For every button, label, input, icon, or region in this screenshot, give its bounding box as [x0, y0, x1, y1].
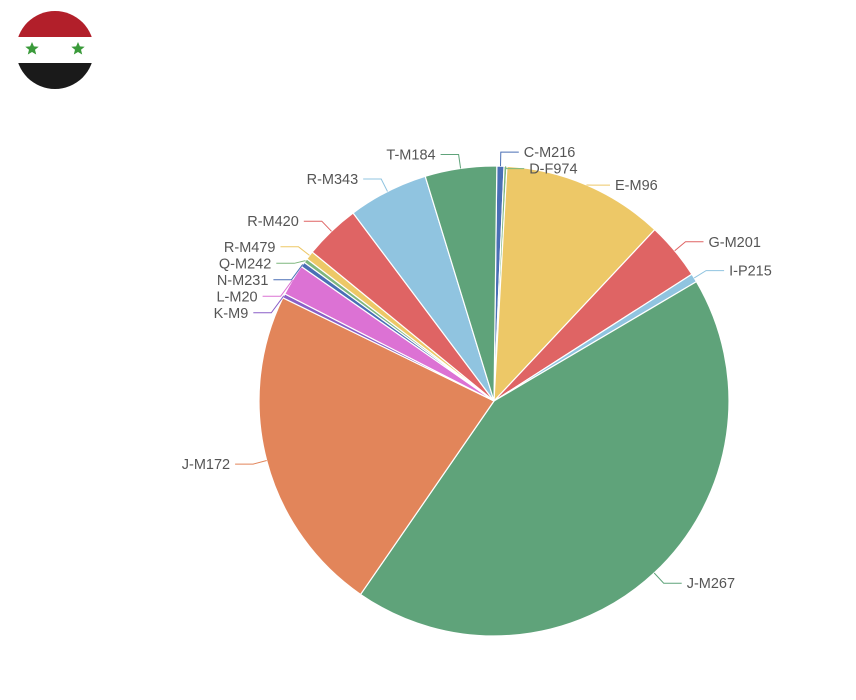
syria-flag-icon [16, 11, 94, 89]
flag-star-right [71, 42, 85, 55]
leader-line-d-f974 [505, 166, 525, 170]
slice-label-n-m231: N-M231 [217, 273, 269, 289]
pie-slice-e-m96 [493, 165, 656, 403]
flag-white-band [16, 37, 94, 63]
leader-line-r-m343 [363, 178, 388, 192]
leader-line-r-m479 [280, 246, 310, 256]
flag-black-band [16, 63, 94, 89]
slice-label-r-m343: R-M343 [307, 172, 359, 188]
leader-line-i-p215 [693, 270, 725, 279]
slice-label-l-m20: L-M20 [216, 289, 257, 305]
flag-star-left [25, 42, 39, 55]
slice-label-d-f974: D-F974 [529, 162, 577, 178]
pie-slice-j-m172 [258, 296, 495, 596]
leader-line-t-m184 [440, 154, 462, 169]
leader-line-g-m201 [674, 241, 704, 252]
leader-line-l-m20 [262, 279, 294, 297]
leader-line-r-m420 [303, 220, 332, 232]
slice-label-e-m96: E-M96 [615, 178, 658, 194]
slice-label-j-m267: J-M267 [687, 576, 735, 592]
flag-red-band [16, 11, 94, 37]
pie-leader-lines [235, 151, 725, 584]
slice-label-i-p215: I-P215 [729, 264, 772, 280]
pie-slice-j-m267 [359, 280, 730, 637]
slice-label-t-m184: T-M184 [386, 148, 435, 164]
slice-label-r-m479: R-M479 [224, 240, 276, 256]
slice-label-j-m172: J-M172 [182, 457, 230, 473]
leader-line-c-m216 [500, 151, 519, 167]
slice-label-c-m216: C-M216 [524, 145, 576, 161]
slice-label-r-m420: R-M420 [247, 214, 299, 230]
slice-label-k-m9: K-M9 [214, 306, 249, 322]
leader-line-q-m242 [276, 260, 306, 264]
slice-label-g-m201: G-M201 [709, 235, 761, 251]
leader-line-n-m231 [273, 264, 304, 281]
pie-slices [258, 165, 730, 637]
leader-line-j-m267 [653, 572, 682, 584]
slice-label-q-m242: Q-M242 [219, 256, 271, 272]
leader-line-k-m9 [253, 295, 285, 314]
leader-line-j-m172 [235, 460, 267, 465]
